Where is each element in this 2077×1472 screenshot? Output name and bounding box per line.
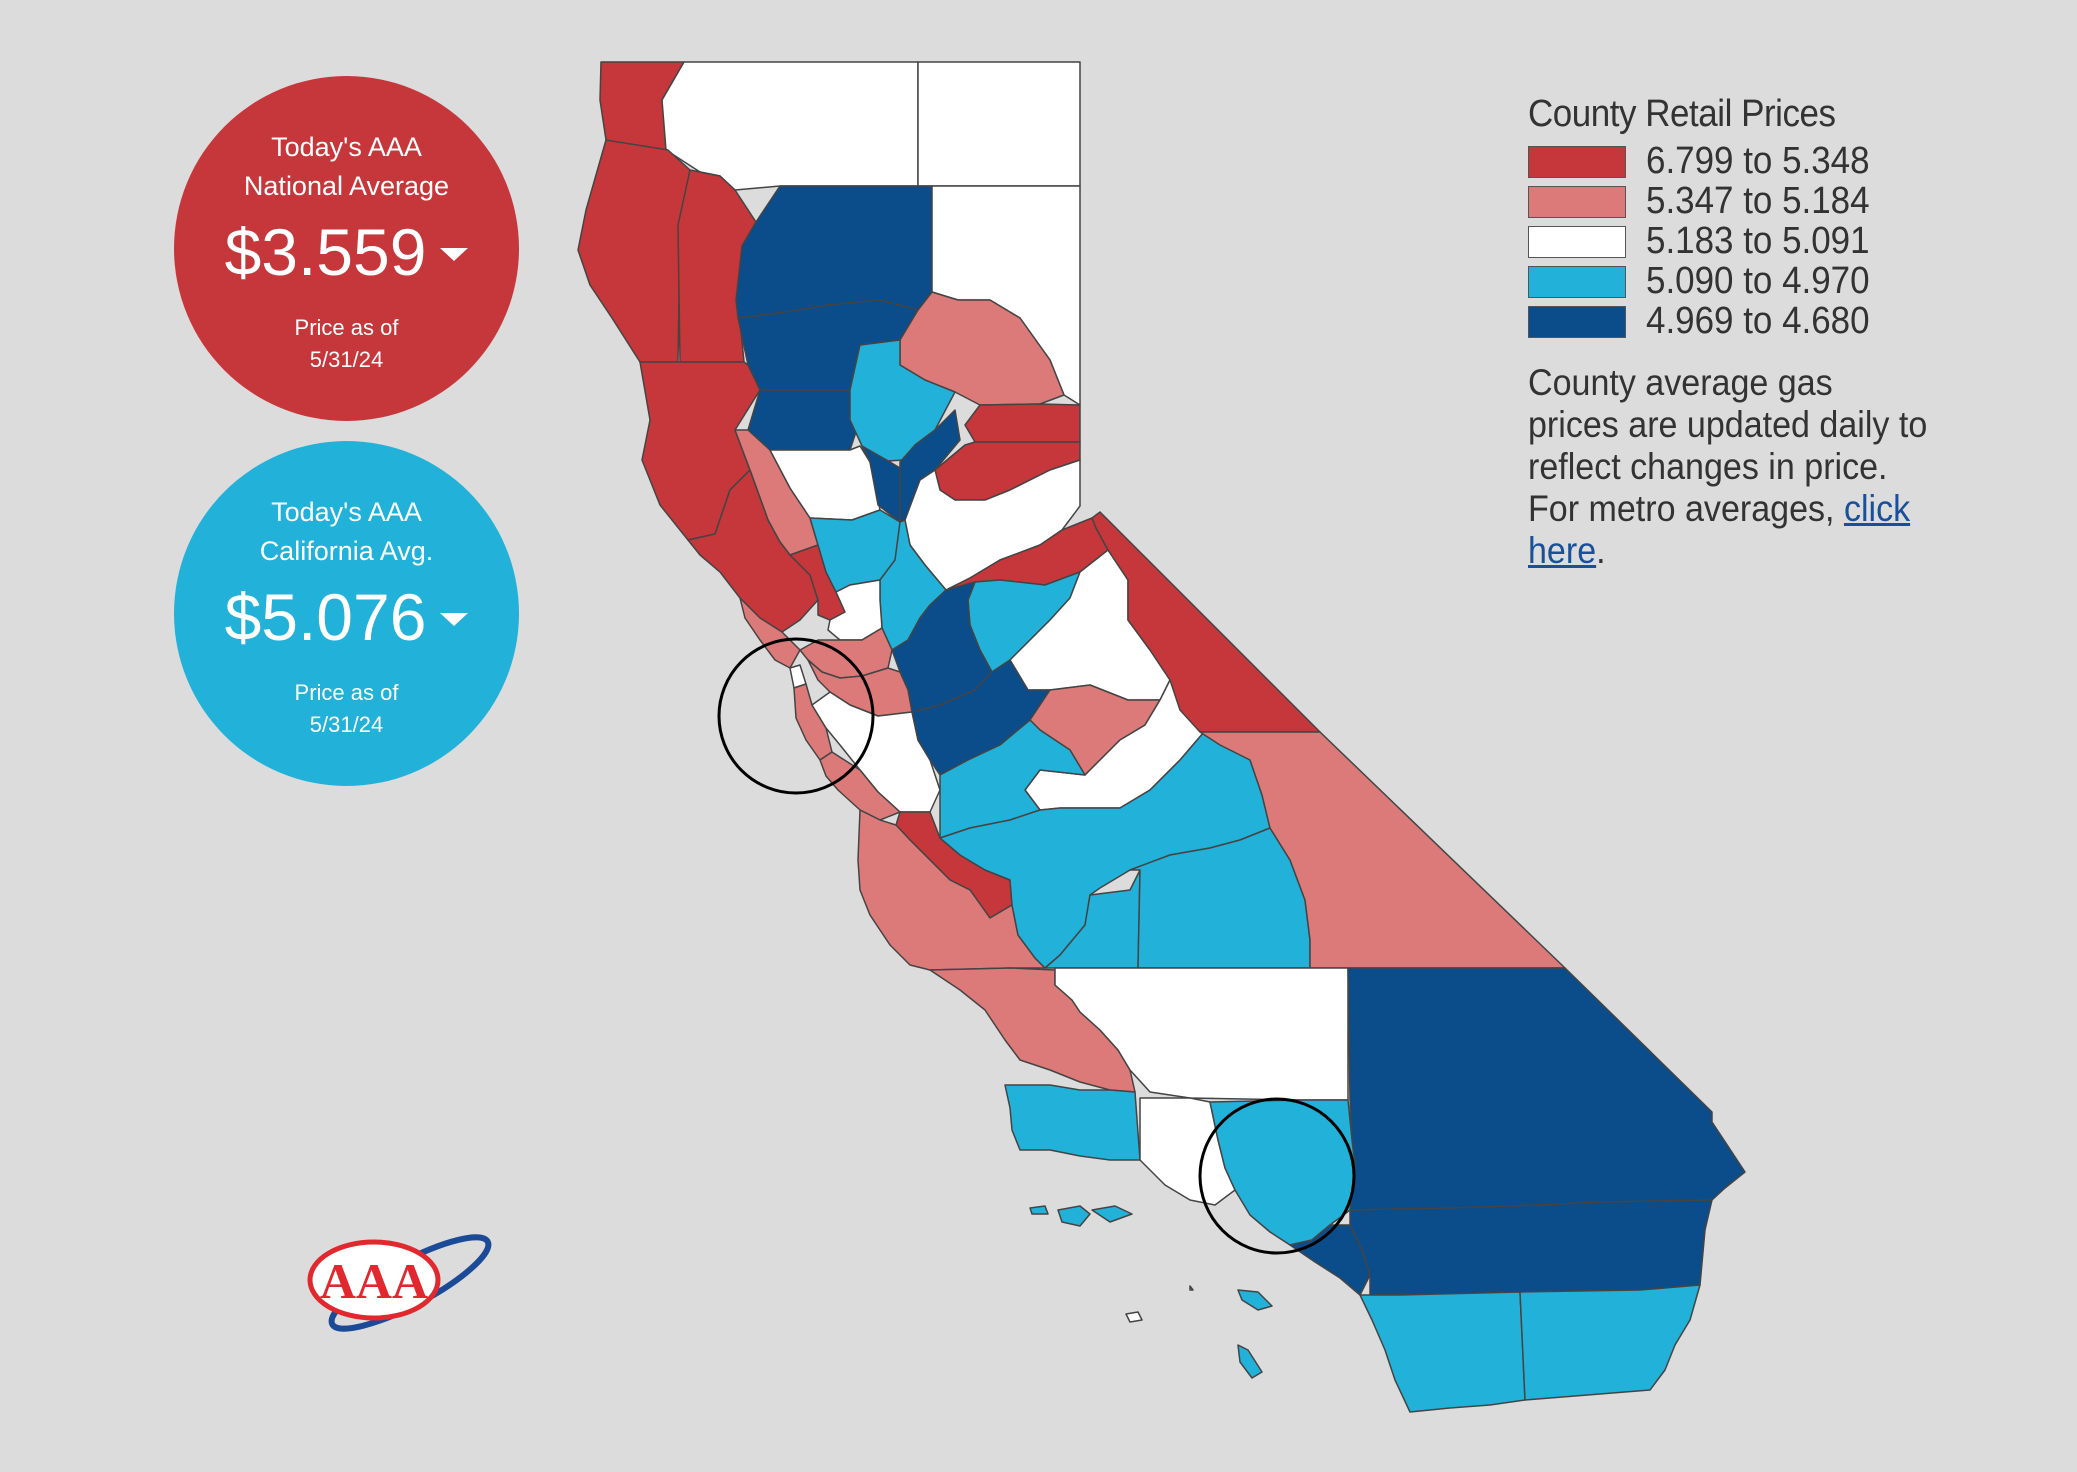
state-price-toggle[interactable]: $5.076 (174, 582, 519, 652)
county-region[interactable] (1359, 1291, 1526, 1413)
legend-note-end: . (1596, 530, 1606, 571)
legend-row: 4.969 to 4.680 (1528, 300, 1968, 342)
legend-range-label: 6.799 to 5.348 (1646, 140, 1870, 182)
legend-panel: County Retail Prices 6.799 to 5.348 5.34… (1528, 88, 1968, 572)
county-region[interactable] (661, 61, 919, 191)
county-region[interactable] (1519, 1284, 1701, 1401)
county-region[interactable] (917, 61, 1081, 187)
national-asof-date: 5/31/24 (309, 347, 384, 372)
legend-note-text: County average gas prices are updated da… (1528, 362, 1928, 529)
state-asof-date: 5/31/24 (309, 712, 384, 737)
legend-range-label: 5.090 to 4.970 (1646, 260, 1870, 302)
legend-swatch (1528, 186, 1626, 218)
legend-swatch (1528, 306, 1626, 338)
county-region[interactable] (964, 403, 1081, 443)
national-average-badge: Today's AAA National Average $3.559 Pric… (174, 76, 519, 421)
state-asof-label: Price as of (294, 680, 399, 705)
state-price: $5.076 (224, 580, 427, 654)
island (1189, 1285, 1194, 1291)
legend-range-label: 4.969 to 4.680 (1646, 300, 1870, 342)
island (1125, 1311, 1143, 1323)
legend-range-label: 5.183 to 5.091 (1646, 220, 1870, 262)
caret-down-icon[interactable] (440, 248, 469, 262)
national-asof-label: Price as of (294, 315, 399, 340)
national-label-line2: National Average (243, 171, 450, 201)
island (1029, 1205, 1049, 1215)
national-price-toggle[interactable]: $3.559 (174, 217, 519, 287)
caret-down-icon[interactable] (440, 613, 469, 627)
legend-note: County average gas prices are updated da… (1528, 362, 1933, 572)
state-label-line1: Today's AAA (271, 497, 422, 527)
legend-swatch (1528, 226, 1626, 258)
legend-row: 5.090 to 4.970 (1528, 260, 1968, 302)
island (1091, 1205, 1133, 1223)
bay-area-highlight-circle (717, 637, 875, 795)
legend-swatch (1528, 146, 1626, 178)
county-region[interactable] (747, 389, 861, 451)
county-region[interactable] (735, 185, 933, 319)
metro-averages-link[interactable]: click here (1528, 488, 1911, 571)
legend-title: County Retail Prices (1528, 93, 1836, 135)
legend-range-label: 5.347 to 5.184 (1646, 180, 1870, 222)
national-label-line1: Today's AAA (271, 132, 422, 162)
legend-row: 6.799 to 5.348 (1528, 140, 1968, 182)
aaa-logo: AAA (307, 1234, 492, 1332)
legend-row: 5.183 to 5.091 (1528, 220, 1968, 262)
county-region[interactable] (1199, 731, 1566, 969)
legend-row: 5.347 to 5.184 (1528, 180, 1968, 222)
island (1237, 1344, 1263, 1379)
state-label-line2: California Avg. (259, 536, 434, 566)
county-region[interactable] (1004, 1084, 1141, 1161)
county-region[interactable] (1349, 1199, 1713, 1296)
los-angeles-highlight-circle (1198, 1097, 1356, 1255)
national-price: $3.559 (224, 215, 427, 289)
island (1057, 1205, 1091, 1227)
island (1237, 1289, 1273, 1311)
california-average-badge: Today's AAA California Avg. $5.076 Price… (174, 441, 519, 786)
county-region[interactable] (1347, 967, 1746, 1211)
county-region[interactable] (1091, 511, 1321, 733)
county-region[interactable] (939, 724, 1271, 969)
legend-swatch (1528, 266, 1626, 298)
county-region[interactable] (577, 139, 691, 363)
aaa-logo-text: AAA (320, 1253, 428, 1309)
